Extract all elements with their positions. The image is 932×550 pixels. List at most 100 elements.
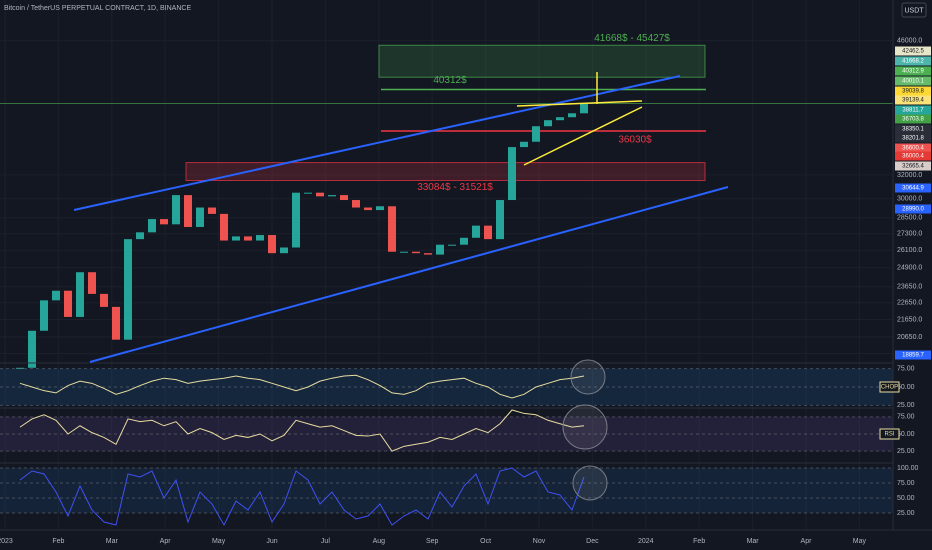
candle — [340, 195, 348, 201]
candle — [28, 330, 36, 368]
candle — [328, 195, 336, 197]
y-tick-label: 21650.0 — [897, 316, 922, 323]
x-tick-label: Feb — [52, 538, 64, 545]
wedge-line — [516, 100, 643, 107]
price-badge — [895, 161, 931, 171]
price-badge — [895, 350, 931, 360]
y-tick-label: 28500.0 — [897, 215, 922, 222]
indicator-tick-label: 25.00 — [897, 402, 915, 409]
candle — [544, 120, 552, 127]
price-badge-label: 30644.9 — [902, 186, 924, 192]
y-tick-label: 30000.0 — [897, 196, 922, 203]
candle — [388, 206, 396, 252]
indicator-tick-label: 100.00 — [897, 465, 919, 472]
y-tick-label: 46000.0 — [897, 37, 922, 44]
x-tick-label: 2024 — [638, 538, 654, 545]
price-badge-label: 38811.7 — [902, 108, 924, 114]
x-tick-label: May — [853, 538, 867, 545]
price-badge-label: 28990.0 — [902, 207, 924, 213]
indicator-tick-label: 75.00 — [897, 480, 915, 487]
x-tick-label: Aug — [373, 538, 386, 545]
price-badge-label: 42462.5 — [902, 49, 924, 55]
candle — [148, 219, 156, 233]
candle — [160, 219, 168, 225]
y-tick-label: 23650.0 — [897, 284, 922, 291]
candle — [64, 290, 72, 317]
wedge-line — [523, 106, 643, 166]
candle — [172, 195, 180, 225]
highlight-circle — [562, 404, 608, 450]
price-badge-label: 36703.8 — [902, 117, 924, 123]
candle — [400, 251, 408, 253]
candle — [364, 207, 372, 211]
candle — [208, 207, 216, 214]
y-tick-label: 24900.0 — [897, 265, 922, 272]
candle — [268, 235, 276, 254]
candle — [316, 192, 324, 197]
candle — [232, 236, 240, 241]
indicator-line — [19, 409, 585, 452]
candle — [484, 225, 492, 240]
background-layer — [0, 44, 932, 514]
price-badge — [895, 56, 931, 66]
candle — [100, 293, 108, 307]
x-tick-label: Sep — [426, 538, 439, 545]
candle — [448, 244, 456, 246]
candle — [124, 239, 132, 340]
indicator-tick-label: 50.00 — [897, 384, 915, 391]
candle — [280, 247, 288, 254]
x-tick-label: Jul — [321, 538, 330, 545]
indicator-tick-label: 75.00 — [897, 366, 915, 373]
price-badge-label: 18859.7 — [902, 353, 924, 359]
x-tick-label: Apr — [160, 538, 172, 545]
chart-title: Bitcoin / TetherUS PERPETUAL CONTRACT, 1… — [4, 5, 191, 12]
candle — [244, 236, 252, 241]
indicator-name-box — [879, 428, 900, 440]
x-tick-label: Oct — [480, 538, 491, 545]
price-badge-label: 32665.4 — [902, 164, 924, 170]
foreground-layer: 41668$ - 45427$ 33084$ - 31521$ 40312$ 3603… — [19, 33, 670, 527]
price-badge — [895, 124, 931, 134]
highlight-circle — [572, 465, 608, 501]
currency-button[interactable] — [901, 2, 927, 18]
currency-label[interactable]: USDT — [904, 7, 924, 14]
x-tick-label: Nov — [533, 538, 546, 545]
candle — [472, 225, 480, 238]
indicator-tick-label: 50.00 — [897, 431, 915, 438]
price-badge-label: 39039.8 — [902, 89, 924, 95]
indicator-tick-label: 25.00 — [897, 448, 915, 455]
candle — [520, 141, 528, 148]
indicator-tick-label: 50.00 — [897, 495, 915, 502]
candle — [496, 200, 504, 240]
candle — [112, 306, 120, 340]
x-tick-label: Mar — [106, 538, 119, 545]
price-badge-label: 41668.2 — [902, 59, 924, 65]
price-badge — [895, 133, 931, 143]
candle — [352, 200, 360, 208]
price-badge-label: 38201.8 — [902, 136, 924, 142]
candle — [184, 195, 192, 227]
candle — [580, 103, 588, 114]
candle — [292, 192, 300, 248]
price-badge — [895, 86, 931, 96]
zone-label: 33084$ - 31521$ — [417, 182, 493, 193]
price-badge-label: 36000.4 — [902, 154, 924, 160]
level-label: 40312$ — [433, 75, 467, 86]
indicator-name-box — [879, 381, 900, 393]
price-badge-label: 40312.9 — [902, 69, 924, 75]
price-badge — [895, 95, 931, 105]
indicator-line — [19, 374, 585, 399]
indicator-name: CHOP — [881, 385, 898, 391]
candle — [220, 213, 228, 241]
price-badge — [895, 66, 931, 76]
price-badge — [895, 46, 931, 56]
candle — [460, 237, 468, 245]
candle — [40, 300, 48, 331]
candle — [196, 207, 204, 227]
y-tick-label: 32000.0 — [897, 172, 922, 179]
indicator-tick-label: 25.00 — [897, 510, 915, 517]
y-tick-label: 22650.0 — [897, 300, 922, 307]
price-zone — [378, 44, 706, 78]
